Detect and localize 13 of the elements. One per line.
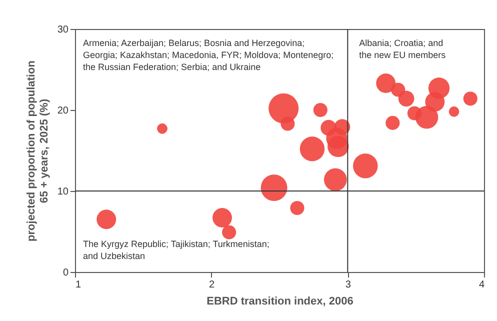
x-tick-label: 2	[209, 280, 216, 290]
annotation: Armenia; Azerbaijan; Belarus; Bosnia and Herzegovina; Georgia; Kazakhstan; Macedonia, FYR; Moldova; Montenegro; the Russian Federation; Serbia; and Ukraine	[83, 38, 334, 72]
y-tick-label: 30	[57, 24, 69, 36]
x-tick-label: 4	[478, 280, 485, 290]
y-tick-label: 0	[62, 268, 69, 278]
annotation: The Kyrgyz Republic; Tajikistan; Turkmenistan; and Uzbekistan	[83, 239, 270, 261]
y-tick-label: 20	[57, 106, 69, 116]
y-tick-label: 10	[57, 186, 69, 198]
x-tick-label: 1	[76, 280, 82, 290]
x-tick-label: 3	[345, 280, 352, 290]
y-axis-title: projected proportion of population 65 + years, 2025 (%)	[25, 60, 50, 242]
annotation: Albania; Croatia; and the new EU members	[359, 38, 446, 60]
x-axis-title: EBRD transition index, 2006	[206, 296, 354, 308]
